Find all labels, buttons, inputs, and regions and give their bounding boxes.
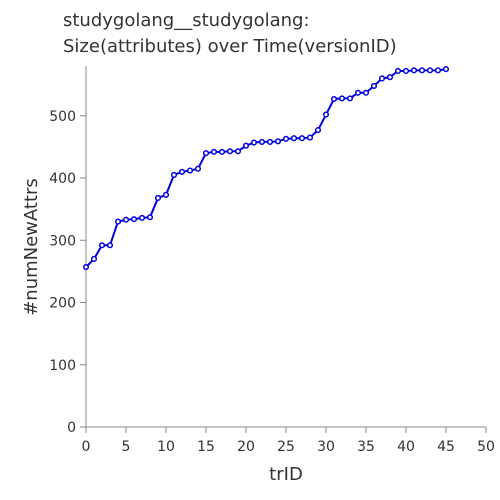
x-tick-label: 40 (397, 439, 415, 455)
y-tick-label: 400 (49, 171, 76, 187)
data-point (130, 216, 138, 223)
x-tick-label: 30 (317, 439, 335, 455)
x-tick-label: 35 (357, 439, 375, 455)
data-point (266, 138, 274, 145)
data-point (442, 66, 450, 73)
data-point (194, 165, 202, 172)
data-point (354, 89, 362, 96)
data-point (122, 216, 130, 223)
data-point (218, 148, 226, 155)
data-point (226, 148, 234, 155)
x-axis-ticks: 0 5 10 15 20 25 30 35 40 45 50 (82, 427, 495, 455)
data-point (282, 135, 290, 142)
x-tick-label: 10 (157, 439, 175, 455)
data-point (106, 242, 114, 249)
data-point (170, 171, 178, 178)
x-tick-label: 15 (197, 439, 215, 455)
data-point (90, 255, 98, 262)
x-axis-label: trID (269, 464, 303, 485)
y-tick-label: 300 (49, 233, 76, 249)
data-point (154, 194, 162, 202)
chart-title-line-1: studygolang__studygolang: (63, 10, 310, 31)
data-point (114, 218, 122, 225)
y-tick-label: 0 (67, 420, 76, 436)
y-axis-ticks: 0 100 200 300 400 500 (49, 109, 86, 436)
x-tick-label: 25 (277, 439, 295, 455)
data-point (346, 95, 354, 102)
data-point (378, 75, 386, 82)
data-point (314, 127, 322, 134)
data-point (186, 167, 194, 174)
data-point (202, 150, 210, 157)
data-point (274, 138, 282, 145)
y-tick-label: 100 (49, 358, 76, 374)
data-point (338, 95, 346, 102)
series-line (85, 68, 447, 268)
data-point (298, 135, 306, 142)
data-point (410, 67, 418, 74)
data-point (162, 191, 170, 198)
data-point (402, 67, 410, 75)
chart-title-line-2: Size(attributes) over Time(versionID) (63, 36, 397, 57)
data-point (146, 214, 154, 221)
data-point (98, 242, 106, 249)
data-point (242, 142, 250, 149)
data-point (138, 214, 146, 221)
y-axis-label: #numNewAttrs (21, 178, 42, 316)
x-tick-label: 20 (237, 439, 255, 455)
data-point (306, 134, 314, 141)
data-point (370, 82, 378, 89)
x-tick-label: 5 (122, 439, 131, 455)
y-tick-label: 200 (49, 296, 76, 312)
data-point (426, 67, 434, 74)
data-point (250, 139, 258, 146)
y-tick-label: 500 (49, 109, 76, 125)
data-point (418, 67, 426, 74)
data-point (362, 89, 370, 96)
series-layer (82, 66, 450, 271)
x-tick-label: 50 (477, 439, 495, 455)
data-point (290, 135, 298, 142)
data-point (178, 168, 186, 175)
data-point (258, 138, 266, 145)
data-point (82, 263, 90, 271)
data-point (386, 74, 394, 81)
data-point (234, 148, 242, 155)
x-tick-label: 45 (437, 439, 455, 455)
data-point (330, 95, 338, 103)
data-point (394, 67, 402, 75)
data-point (322, 111, 330, 118)
data-point (434, 67, 442, 74)
x-tick-label: 0 (82, 439, 91, 455)
data-point (210, 148, 218, 155)
